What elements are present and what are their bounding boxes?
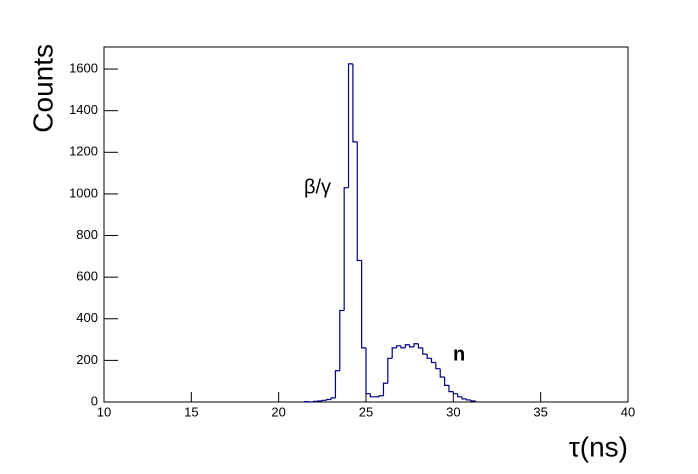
x-tick-label: 10 <box>97 404 111 419</box>
annotation: β/γ <box>304 176 331 198</box>
histogram-bin <box>404 344 410 348</box>
histogram-bin <box>339 309 345 371</box>
histogram-bin <box>369 393 375 398</box>
x-tick-label: 25 <box>359 404 373 419</box>
y-tick-label: 600 <box>76 269 98 284</box>
histogram-bin <box>334 370 340 398</box>
histogram-bin <box>448 385 454 393</box>
histogram-bin <box>444 377 449 386</box>
y-tick-label: 400 <box>76 310 98 325</box>
histogram-bin <box>387 357 393 384</box>
x-tick-label: 35 <box>533 404 547 419</box>
y-tick-label: 1400 <box>69 102 98 117</box>
histogram-bin <box>435 362 441 370</box>
histogram-bin <box>382 382 388 396</box>
histogram-bin <box>452 391 458 395</box>
histogram-bin <box>400 345 406 349</box>
histogram-bin <box>465 398 471 401</box>
y-tick-label: 1600 <box>69 60 98 75</box>
y-tick-label: 200 <box>76 352 98 367</box>
y-tick-label: 0 <box>91 393 98 408</box>
y-tick-label: 800 <box>76 227 98 242</box>
annotation: n <box>453 343 465 365</box>
histogram-bin <box>439 368 445 378</box>
histogram-bin <box>365 347 371 395</box>
x-tick-label: 40 <box>621 404 635 419</box>
histogram-bin <box>356 141 362 262</box>
histogram-bin <box>352 63 358 143</box>
histogram-bin <box>457 393 463 398</box>
x-tick-label: 30 <box>446 404 460 419</box>
histogram-bin <box>330 397 336 400</box>
histogram-bin <box>378 395 384 397</box>
histogram-bin <box>409 344 415 348</box>
histogram-bin <box>395 345 401 348</box>
histogram-bin <box>343 187 349 311</box>
histogram-bin <box>417 343 423 349</box>
x-axis-title: τ(ns) <box>569 431 628 462</box>
histogram-bin <box>347 63 353 188</box>
histogram-bin <box>470 399 476 402</box>
x-tick-label: 20 <box>271 404 285 419</box>
y-axis-title: Counts <box>27 44 58 133</box>
histogram-bin <box>391 347 397 359</box>
histogram-bin <box>426 354 432 359</box>
histogram-bin <box>321 399 327 401</box>
histogram-bin <box>430 358 436 364</box>
y-tick-label: 1200 <box>69 144 98 159</box>
histogram-bin <box>413 343 419 347</box>
histogram-bin <box>461 396 467 400</box>
y-tick-label: 1000 <box>69 185 98 200</box>
histogram-bin <box>326 398 332 401</box>
histogram-bin <box>361 260 366 349</box>
histogram-bin <box>422 347 428 355</box>
x-tick-label: 15 <box>184 404 198 419</box>
histogram-bin <box>313 400 318 402</box>
